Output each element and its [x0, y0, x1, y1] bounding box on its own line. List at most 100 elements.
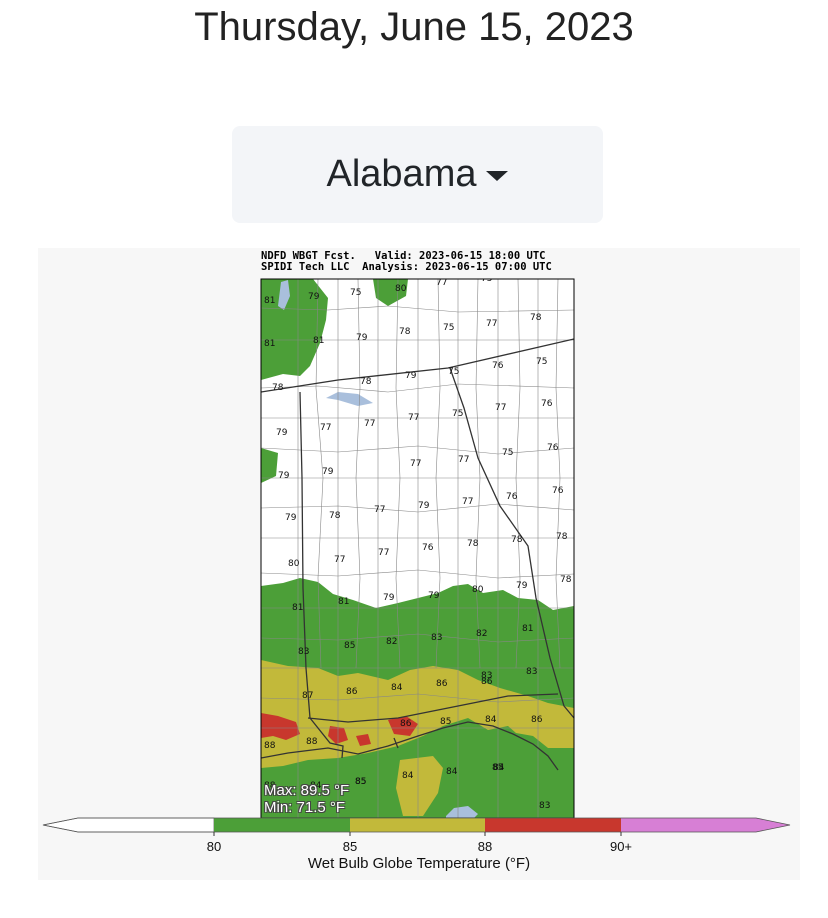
- min-value-text: Min: 71.5 °F: [264, 799, 346, 816]
- wbgt-value-label: 77: [374, 505, 385, 515]
- wbgt-value-label: 75: [448, 367, 459, 377]
- map-header-left-2: SPIDI Tech LLC: [261, 261, 350, 273]
- wbgt-value-label: 84: [493, 763, 505, 773]
- wbgt-map-figure: NDFD WBGT Fcst. Valid: 2023-06-15 18:00 …: [38, 248, 800, 880]
- wbgt-value-label: 83: [481, 671, 492, 681]
- wbgt-value-label: 88: [264, 741, 276, 751]
- wbgt-value-label: 81: [522, 624, 533, 634]
- wbgt-value-label: 78: [272, 383, 284, 393]
- wbgt-value-label: 76: [547, 443, 559, 453]
- colorbar-tick-85: 85: [342, 839, 358, 854]
- wbgt-value-label: 77: [364, 419, 375, 429]
- wbgt-value-label: 79: [428, 591, 440, 601]
- wbgt-value-label: 84: [402, 771, 414, 781]
- wbgt-value-label: 82: [386, 637, 397, 647]
- wbgt-value-label: 77: [486, 319, 497, 329]
- wbgt-value-label: 83: [539, 801, 550, 811]
- map-canvas: 81 79 75 80 77 75 81 81 79 78 75 77 78 78 78 79 75 76 75 79…: [42, 274, 791, 836]
- water-gulf: [446, 806, 478, 818]
- wbgt-value-label: 84: [310, 781, 322, 791]
- wbgt-value-label: 79: [322, 467, 334, 477]
- caret-down-icon: [486, 170, 509, 181]
- wbgt-value-label: 83: [298, 647, 309, 657]
- wbgt-value-label: 78: [511, 535, 523, 545]
- wbgt-value-label: 86: [481, 677, 493, 687]
- wbgt-value-label: 79: [356, 333, 368, 343]
- wbgt-value-label: 75: [350, 288, 361, 298]
- wbgt-value-label: 84: [446, 767, 458, 777]
- wbgt-value-label: 84: [391, 683, 403, 693]
- page-date-heading: Thursday, June 15, 2023: [194, 5, 634, 49]
- wbgt-value-label: 76: [552, 486, 564, 496]
- wbgt-value-label: 75: [536, 357, 547, 367]
- wbgt-value-label: 86: [531, 715, 543, 725]
- map-header-right-1: Valid: 2023-06-15 18:00 UTC: [374, 250, 546, 262]
- wbgt-value-label: 80: [288, 559, 300, 569]
- map-header: NDFD WBGT Fcst. Valid: 2023-06-15 18:00 …: [261, 251, 575, 273]
- wbgt-value-label: 86: [436, 679, 448, 689]
- wbgt-value-label: 79: [405, 371, 417, 381]
- wbgt-value-label: 77: [378, 548, 389, 558]
- wbgt-value-label: 81: [338, 597, 349, 607]
- wbgt-value-label: 79: [278, 471, 290, 481]
- wbgt-value-label: 79: [285, 513, 297, 523]
- wbgt-value-label: 79: [276, 428, 288, 438]
- wbgt-value-label: 76: [422, 543, 434, 553]
- wbgt-value-label: 80: [472, 585, 484, 595]
- wbgt-value-label: 77: [495, 403, 506, 413]
- state-borders: [261, 338, 574, 771]
- state-dropdown[interactable]: Alabama: [232, 126, 603, 223]
- wbgt-value-label: 77: [408, 413, 419, 423]
- wbgt-value-label: 80: [395, 284, 407, 294]
- wbgt-value-label: 88: [264, 781, 276, 791]
- map-header-left-1: NDFD WBGT Fcst.: [261, 250, 356, 262]
- wbgt-value-label: 75: [481, 274, 492, 284]
- wbgt-value-label: 76: [541, 399, 553, 409]
- map-plot-area: 81 79 75 80 77 75 81 81 79 78 75 77 78 78 78 79 75 76 75 79…: [261, 274, 574, 818]
- wbgt-value-label: 81: [264, 339, 275, 349]
- wbgt-value-label: 78: [556, 532, 568, 542]
- wbgt-value-label: 85: [440, 717, 451, 727]
- colorbar: [42, 817, 791, 836]
- wbgt-value-label: 77: [334, 555, 345, 565]
- wbgt-value-label: 82: [476, 629, 487, 639]
- wbgt-value-label: 86: [346, 687, 358, 697]
- colorbar-tick-90-plus: 90+: [609, 839, 633, 854]
- wbgt-value-label: 76: [492, 361, 504, 371]
- wbgt-value-label: 79: [308, 292, 320, 302]
- wbgt-value-label: 78: [329, 511, 341, 521]
- wbgt-value-label: 86: [400, 719, 412, 729]
- wbgt-region-88-90: [261, 713, 300, 740]
- wbgt-value-label: 78: [399, 327, 411, 337]
- map-header-right-2: Analysis: 2023-06-15 07:00 UTC: [362, 261, 552, 273]
- wbgt-value-label: 77: [410, 459, 421, 469]
- wbgt-value-label: 78: [530, 313, 542, 323]
- colorbar-tick-80: 80: [206, 839, 222, 854]
- value-labels: 81 79 75 80 77 75 81 81 79 78 75 77 78 78 78 79 75 76 75 79…: [264, 274, 572, 811]
- wbgt-value-label: 78: [467, 539, 479, 549]
- wbgt-value-label: 85: [355, 777, 366, 787]
- wbgt-value-label: 76: [506, 492, 518, 502]
- wbgt-value-label: 77: [462, 497, 473, 507]
- colorbar-segment-80-85: [214, 818, 350, 832]
- wbgt-value-label: 79: [516, 581, 528, 591]
- wbgt-value-label: 88: [306, 737, 318, 747]
- colorbar-segment-85-88: [350, 818, 485, 832]
- wbgt-value-label: 78: [560, 575, 572, 585]
- colorbar-tick-88: 88: [477, 839, 493, 854]
- wbgt-value-label: 78: [360, 377, 372, 387]
- max-value-text: Max: 89.5 °F: [264, 782, 350, 799]
- wbgt-value-label: 77: [436, 278, 447, 288]
- wbgt-value-label: 84: [485, 715, 497, 725]
- wbgt-value-label: 85: [355, 777, 366, 787]
- colorbar-segment-90-plus: [621, 818, 790, 832]
- wbgt-value-label: 75: [452, 409, 463, 419]
- wbgt-value-label: 83: [431, 633, 442, 643]
- wbgt-value-label: 77: [458, 455, 469, 465]
- wbgt-value-label: 79: [418, 501, 430, 511]
- wbgt-value-label: 87: [302, 691, 313, 701]
- wbgt-value-label: 83: [526, 667, 537, 677]
- county-lines: [261, 279, 574, 818]
- wbgt-value-label: 85: [344, 641, 355, 651]
- wbgt-value-label: 81: [313, 336, 324, 346]
